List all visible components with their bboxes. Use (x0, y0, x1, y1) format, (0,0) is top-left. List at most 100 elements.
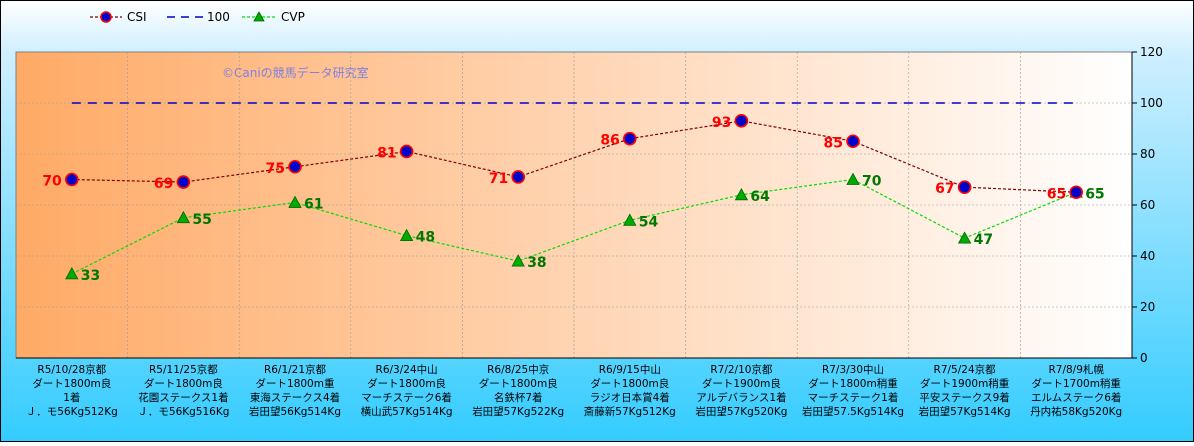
legend-marker-cvp (253, 11, 265, 22)
x-tick-label-line: ダート1800m良 (367, 377, 446, 390)
x-tick-label-line: 1着 (63, 391, 80, 404)
x-tick-label-line: 岩田望57Kg514Kg (919, 405, 1011, 418)
x-tick-label-line: R6/9/15中山 (599, 363, 661, 376)
y-tick-label: 20 (1140, 300, 1155, 314)
x-tick-label-line: マーチステーク6着 (361, 391, 452, 404)
x-tick-label-line: アルデバランス1着 (696, 391, 786, 404)
csi-data-label: 81 (377, 145, 396, 161)
series-line-cvp (71, 178, 1077, 275)
x-tick-label-line: Ｊ．モ56Kg516Kg (137, 406, 229, 418)
cvp-point (511, 254, 525, 267)
x-tick-label: R6/9/15中山ダート1800m良ラジオ日本賞4着斎藤新57Kg512Kg (584, 363, 676, 418)
x-tick-label: R6/1/21京都ダート1800m重東海ステークス4着岩田望56Kg514Kg (249, 363, 341, 418)
x-tick-label-line: 平安ステークス9着 (919, 391, 1009, 404)
y-tick-label: 100 (1140, 96, 1163, 110)
csi-data-label: 93 (712, 115, 731, 131)
x-tick-label-line: ダート1800m良 (144, 377, 223, 390)
x-tick-label-line: 岩田望57Kg522Kg (472, 405, 564, 418)
csi-point (622, 131, 637, 146)
x-tick-label-line: ダート1800m良 (590, 377, 669, 390)
x-tick-label-line: Ｊ．モ56Kg512Kg (26, 406, 118, 418)
csi-point (65, 172, 79, 187)
x-tick-label-line: ダート1800m良 (32, 377, 111, 390)
x-tick-label: R6/3/24中山ダート1800m良マーチステーク6着横山武57Kg514Kg (361, 363, 453, 418)
legend-label-100: 100 (207, 10, 230, 24)
csi-point (734, 114, 749, 128)
x-tick-label-line: 横山武57Kg514Kg (361, 405, 453, 418)
x-tick-label-line: ダート1800m重 (256, 377, 335, 390)
y-axis: 0 20 40 60 80 100 120 (1131, 45, 1163, 365)
x-tick-label-line: マーチステーク1着 (808, 391, 899, 404)
x-tick-label-line: 名鉄杯7着 (494, 391, 543, 404)
csi-point (176, 175, 191, 189)
x-tick-label-line: R5/11/25京都 (149, 363, 218, 376)
cvp-point (65, 267, 79, 280)
series-layer (65, 102, 1083, 280)
x-tick-label-line: 岩田望57.5Kg514Kg (802, 405, 904, 418)
cvp-point (734, 187, 749, 201)
csi-data-label: 75 (266, 161, 285, 177)
x-axis: R5/10/28京都ダート1800m良 1着Ｊ．モ56Kg512KgR5/11/2… (16, 357, 1132, 418)
csi-data-label: 70 (42, 174, 62, 190)
csi-data-label: 65 (1047, 186, 1066, 202)
y-tick-label: 120 (1140, 45, 1163, 59)
cvp-point (288, 195, 302, 208)
csi-data-label: 85 (824, 135, 843, 151)
x-tick-label-line: ラジオ日本賞4着 (590, 391, 670, 404)
cvp-point (846, 172, 860, 185)
x-tick-label-line: R6/3/24中山 (376, 363, 438, 376)
x-tick-label: R7/3/30中山ダート1800m稍重マーチステーク1着岩田望57.5Kg514… (802, 363, 904, 418)
x-tick-label-line: R6/1/21京都 (264, 363, 327, 376)
x-tick-label-line: 丹内祐58Kg520Kg (1030, 405, 1122, 418)
x-tick-label-line: R7/8/9札幌 (1048, 363, 1104, 376)
csi-data-label: 69 (154, 176, 173, 192)
cvp-data-label: 47 (974, 232, 993, 248)
x-tick-label-line: R7/5/24京都 (934, 363, 997, 376)
legend-label-cvp: CVP (281, 10, 305, 24)
x-tick-label-line: ダート1900m良 (702, 377, 781, 390)
csi-point (957, 180, 972, 194)
csi-data-label: 71 (489, 171, 508, 187)
cvp-data-label: 38 (527, 255, 546, 271)
y-tick-label: 40 (1140, 249, 1155, 263)
x-tick-label: R7/5/24京都ダート1900m稍重平安ステークス9着岩田望57Kg514Kg (919, 363, 1011, 418)
series-line-csi (71, 120, 1077, 193)
y-tick-label: 0 (1140, 351, 1148, 365)
csi-data-label: 86 (600, 133, 619, 149)
x-tick-label-line: 東海ステークス4着 (250, 391, 340, 404)
x-tick-label-line: R6/8/25中京 (487, 363, 549, 376)
csi-point (1069, 185, 1083, 200)
chart-watermark: ©Caniの競馬データ研究室 (222, 65, 369, 80)
csi-data-label: 67 (935, 181, 954, 197)
x-tick-label-line: エルムステーク6着 (1031, 391, 1121, 404)
cvp-point (399, 228, 414, 242)
cvp-data-label: 55 (192, 212, 211, 228)
x-tick-label: R6/8/25中京ダート1800m良名鉄杯7着岩田望57Kg522Kg (472, 363, 564, 418)
x-tick-label-line: 花園ステークス1着 (138, 391, 228, 404)
x-tick-label-line: 岩田望56Kg514Kg (249, 405, 341, 418)
x-tick-label-line: ダート1800m稍重 (808, 377, 897, 390)
cvp-data-label: 61 (304, 196, 323, 212)
csi-point (288, 159, 302, 174)
x-tick-label: R5/10/28京都ダート1800m良 1着 Ｊ．モ56Kg512Kg (26, 363, 118, 418)
legend-label-csi: CSI (127, 10, 147, 24)
x-tick-label-line: ダート1900m稍重 (920, 377, 1009, 390)
data-labels-layer: 33 55 61 48 38 54 64 70 47 65 70 69 75 81 71 86 93 85 67 65 (42, 115, 1104, 284)
csi-point (846, 134, 860, 149)
csi-point (399, 144, 414, 159)
cvp-data-label: 65 (1085, 186, 1104, 202)
x-tick-label-line: ダート1700m稍重 (1031, 377, 1120, 390)
x-tick-label-line: 岩田望57Kg520Kg (695, 405, 787, 418)
legend: CSI 100 CVP (90, 10, 305, 24)
y-tick-label: 80 (1140, 147, 1155, 161)
cvp-data-label: 64 (750, 189, 770, 205)
x-tick-label: R7/2/10京都ダート1900m良アルデバランス1着岩田望57Kg520Kg (695, 363, 787, 418)
cvp-data-label: 54 (639, 214, 659, 230)
cvp-data-label: 48 (416, 230, 435, 246)
x-tick-label-line: R5/10/28京都 (37, 363, 106, 376)
cvp-data-label: 70 (862, 174, 882, 190)
legend-marker-csi (100, 11, 112, 23)
csi-point (511, 170, 526, 184)
